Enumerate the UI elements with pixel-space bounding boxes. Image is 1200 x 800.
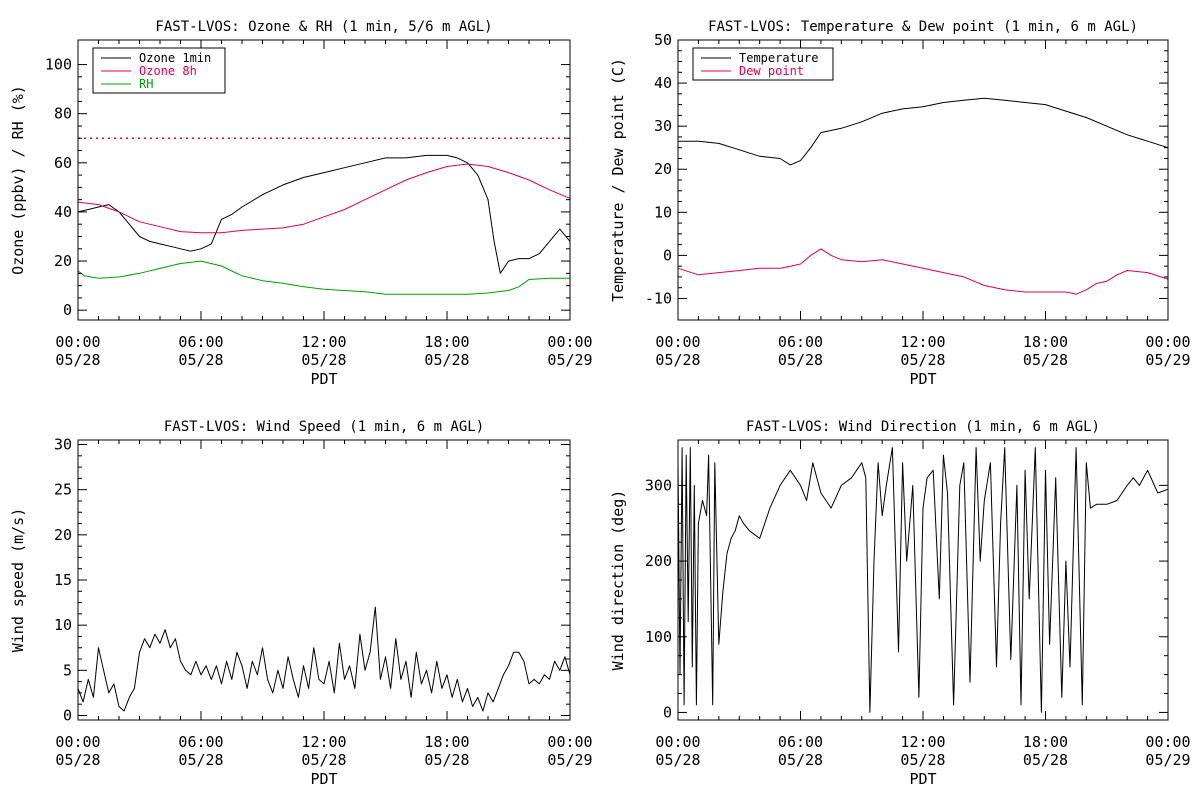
x-axis-label: PDT: [909, 770, 936, 788]
x-tick-label-date: 05/28: [778, 351, 823, 369]
x-tick-label: 06:00: [778, 733, 823, 751]
series-line-ozone-8h: [77, 163, 571, 234]
x-tick-label: 00:00: [55, 333, 100, 351]
x-tick-label: 18:00: [424, 733, 469, 751]
legend-entry: Ozone 8h: [139, 64, 197, 78]
chart-title: FAST-LVOS: Temperature & Dew point (1 mi…: [708, 19, 1138, 35]
x-tick-label-date: 05/28: [301, 751, 346, 769]
chart-panel-1: FAST-LVOS: Ozone & RH (1 min, 5/6 m AGL)…: [9, 19, 593, 388]
chart-title: FAST-LVOS: Wind Direction (1 min, 6 m AG…: [746, 419, 1100, 435]
y-tick-label: 15: [54, 571, 72, 589]
chart-title: FAST-LVOS: Ozone & RH (1 min, 5/6 m AGL): [155, 19, 492, 35]
x-tick-label-date: 05/28: [55, 351, 100, 369]
legend-entry: Temperature: [739, 51, 818, 65]
x-tick-label: 00:00: [655, 333, 700, 351]
legend-box: [692, 47, 834, 81]
series-line-series-1: [77, 606, 571, 712]
y-tick-label: 0: [63, 301, 72, 319]
y-tick-label: 0: [63, 706, 72, 724]
x-tick-label: 00:00: [55, 733, 100, 751]
y-tick-label: 10: [654, 203, 672, 221]
legend-entry: Ozone 1min: [139, 51, 211, 65]
y-tick-label: 40: [654, 74, 672, 92]
series-line-rh: [77, 260, 570, 295]
x-tick-label-date: 05/29: [547, 351, 592, 369]
y-tick-label: 20: [54, 526, 72, 544]
x-tick-label: 00:00: [1145, 733, 1190, 751]
chart-panel-2: FAST-LVOS: Temperature & Dew point (1 mi…: [609, 19, 1191, 388]
chart-title: FAST-LVOS: Wind Speed (1 min, 6 m AGL): [164, 419, 484, 435]
x-tick-label-date: 05/29: [547, 751, 592, 769]
x-tick-label-date: 05/28: [178, 751, 223, 769]
x-axis-label: PDT: [310, 370, 337, 388]
y-tick-label: 40: [54, 203, 72, 221]
x-tick-label: 00:00: [547, 333, 592, 351]
x-tick-label: 00:00: [547, 733, 592, 751]
y-tick-label: 0: [663, 703, 672, 721]
x-tick-label-date: 05/28: [178, 351, 223, 369]
y-tick-label: 30: [654, 117, 672, 135]
y-tick-label: 5: [63, 661, 72, 679]
y-tick-label: 100: [45, 56, 72, 74]
legend-entry: Dew point: [739, 64, 804, 78]
x-tick-label-date: 05/28: [1023, 351, 1068, 369]
x-axis-label: PDT: [909, 370, 936, 388]
y-tick-label: 20: [54, 252, 72, 270]
y-axis-label: Wind speed (m/s): [9, 508, 27, 653]
x-tick-label: 12:00: [301, 733, 346, 751]
x-tick-label: 12:00: [900, 333, 945, 351]
y-tick-label: 60: [54, 154, 72, 172]
x-tick-label-date: 05/28: [900, 351, 945, 369]
x-tick-label: 00:00: [1145, 333, 1190, 351]
x-tick-label: 00:00: [655, 733, 700, 751]
y-tick-label: 0: [663, 246, 672, 264]
x-tick-label-date: 05/28: [655, 751, 700, 769]
x-tick-label: 12:00: [301, 333, 346, 351]
y-axis-label: Wind direction (deg): [609, 490, 627, 671]
x-tick-label-date: 05/28: [1023, 751, 1068, 769]
x-tick-label: 18:00: [1023, 733, 1068, 751]
y-tick-label: 10: [54, 616, 72, 634]
series-line-ozone-1min: [77, 154, 571, 274]
y-tick-label: 80: [54, 105, 72, 123]
series-line-dew-point: [677, 248, 1169, 295]
y-tick-label: 200: [645, 552, 672, 570]
x-tick-label-date: 05/28: [424, 751, 469, 769]
x-tick-label-date: 05/28: [424, 351, 469, 369]
x-tick-label-date: 05/28: [655, 351, 700, 369]
y-tick-label: 30: [54, 436, 72, 454]
y-tick-label: 25: [54, 481, 72, 499]
x-tick-label: 06:00: [178, 733, 223, 751]
x-tick-label-date: 05/28: [900, 751, 945, 769]
y-axis-label: Ozone (ppbv) / RH (%): [9, 85, 27, 275]
y-tick-label: -10: [645, 289, 672, 307]
chart-panel-4: FAST-LVOS: Wind Direction (1 min, 6 m AG…: [609, 419, 1191, 788]
series-line-series-1: [677, 447, 1169, 713]
x-axis-label: PDT: [310, 770, 337, 788]
x-tick-label: 06:00: [178, 333, 223, 351]
x-tick-label: 18:00: [424, 333, 469, 351]
legend-entry: RH: [139, 77, 153, 91]
x-tick-label-date: 05/29: [1145, 351, 1190, 369]
y-axis-label: Temperature / Dew point (C): [609, 58, 627, 302]
x-tick-label: 18:00: [1023, 333, 1068, 351]
y-tick-label: 100: [645, 628, 672, 646]
x-tick-label-date: 05/28: [778, 751, 823, 769]
series-line-temperature: [678, 97, 1169, 166]
y-tick-label: 300: [645, 476, 672, 494]
chart-panel-3: FAST-LVOS: Wind Speed (1 min, 6 m AGL)00…: [9, 419, 593, 788]
x-tick-label-date: 05/28: [301, 351, 346, 369]
y-tick-label: 20: [654, 160, 672, 178]
y-tick-label: 50: [654, 31, 672, 49]
x-tick-label-date: 05/28: [55, 751, 100, 769]
x-tick-label-date: 05/29: [1145, 751, 1190, 769]
x-tick-label: 12:00: [900, 733, 945, 751]
x-tick-label: 06:00: [778, 333, 823, 351]
